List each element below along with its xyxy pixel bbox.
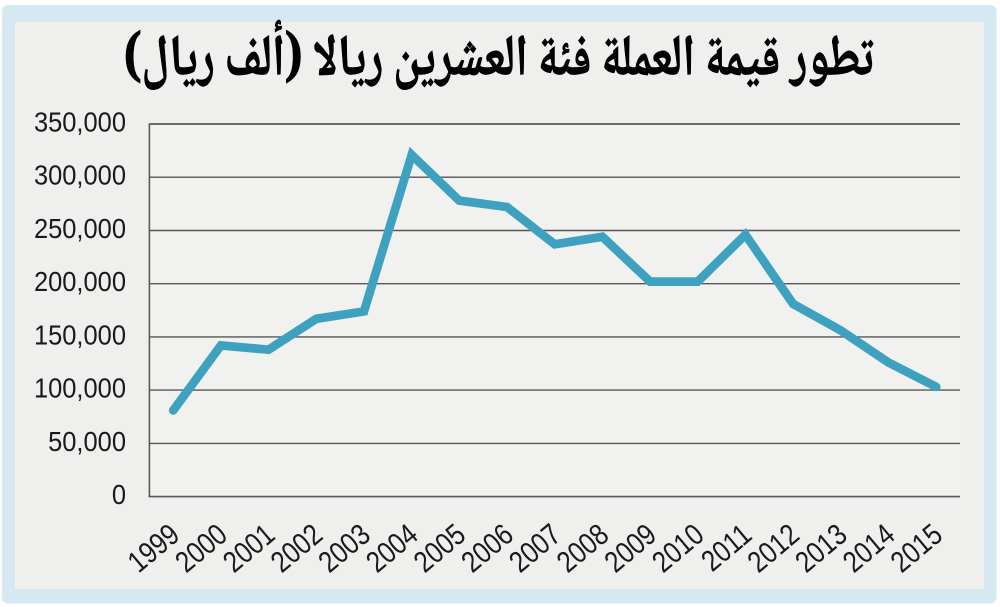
svg-text:50,000: 50,000 — [48, 426, 126, 457]
svg-text:350,000: 350,000 — [34, 106, 126, 137]
svg-text:250,000: 250,000 — [34, 213, 126, 244]
svg-text:200,000: 200,000 — [34, 266, 126, 297]
svg-text:0: 0 — [112, 479, 126, 510]
svg-text:300,000: 300,000 — [34, 160, 126, 191]
svg-text:150,000: 150,000 — [34, 319, 126, 350]
svg-text:100,000: 100,000 — [34, 372, 126, 403]
